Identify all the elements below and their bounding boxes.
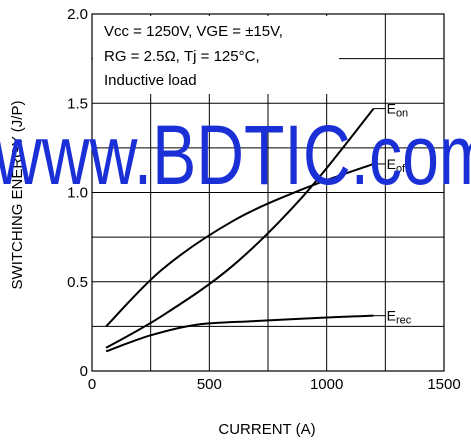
- plot-frame: [91, 13, 445, 372]
- series-label-erec: Erec: [387, 308, 412, 327]
- series-label-eoff: Eoff: [387, 156, 409, 175]
- conditions-line-3: Inductive load: [104, 72, 197, 89]
- watermark-text: www.BDTIC.com: [0, 108, 471, 202]
- x-tick-label: 0: [88, 376, 96, 393]
- x-tick-label: 1500: [427, 376, 460, 393]
- tick-labels: 0 500 1000 1500 0 0.5 1.0 1.5 2.0: [67, 6, 461, 393]
- series-line-erec: [105, 314, 374, 353]
- y-tick-label: 1.5: [67, 95, 88, 112]
- series-labels: Eon Eoff Erec: [373, 101, 412, 327]
- conditions-box: [93, 16, 339, 94]
- y-tick-label: 0: [80, 363, 88, 380]
- series-line-eoff: [105, 162, 374, 328]
- series-label-eon: Eon: [387, 101, 409, 120]
- y-axis-title: SWITCHING ENERGY (J/P): [9, 101, 26, 290]
- x-axis-title: CURRENT (A): [218, 421, 315, 438]
- y-tick-label: 0.5: [67, 274, 88, 291]
- conditions-line-2: RG = 2.5Ω, Tj = 125°C,: [104, 48, 260, 65]
- x-tick-label: 500: [197, 376, 222, 393]
- y-tick-label: 1.0: [67, 185, 88, 202]
- conditions-line-1: Vcc = 1250V, VGE = ±15V,: [104, 23, 283, 40]
- curves: [105, 107, 375, 353]
- series-line-eon: [105, 107, 375, 349]
- x-tick-label: 1000: [310, 376, 343, 393]
- y-tick-label: 2.0: [67, 6, 88, 23]
